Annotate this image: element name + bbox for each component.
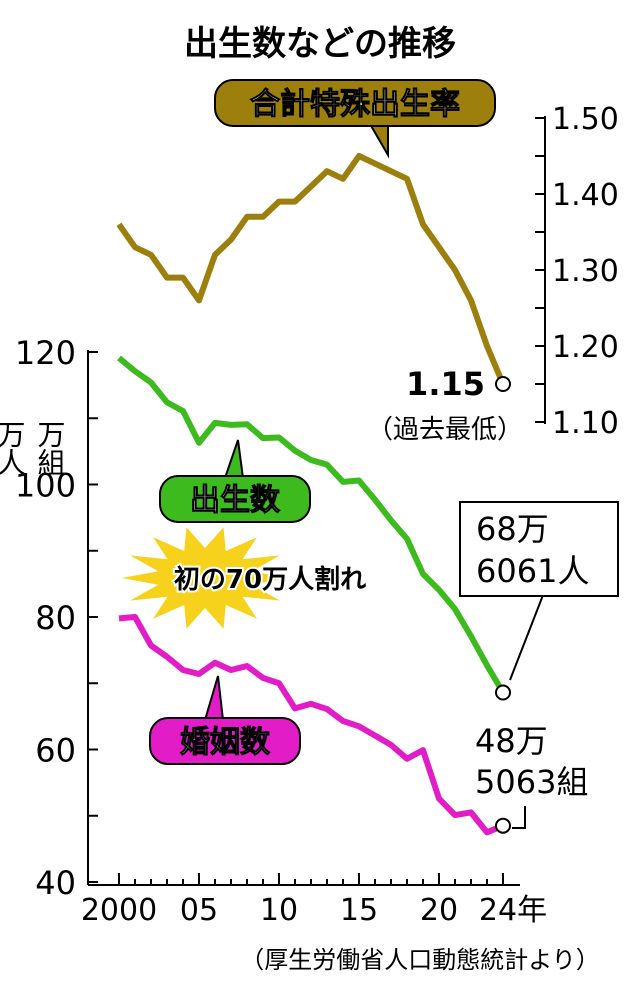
marriages-value-line2: 5063組 <box>475 763 588 801</box>
end-marker-0 <box>495 376 511 392</box>
burst-shape <box>121 527 289 629</box>
births-callout-pointer <box>509 589 547 681</box>
births-callout-box <box>459 501 619 597</box>
marriages-value-line1: 48万 <box>475 722 548 760</box>
marriages-label-pointer <box>204 675 224 721</box>
left-tick-label: 60 <box>35 732 76 770</box>
x-tick-label: 05 <box>180 893 218 928</box>
x-tick-label: 2000 <box>81 893 157 928</box>
end-marker-1 <box>495 684 511 701</box>
tfr-label-pointer <box>369 123 389 159</box>
right-tick-label: 1.20 <box>552 330 619 365</box>
left-tick-label: 80 <box>35 599 76 637</box>
burst-text: 初の70万人割れ <box>174 564 366 595</box>
marriages-label: 婚姻数 <box>180 725 271 760</box>
source-note: （厚生労働省人口動態統計より） <box>240 946 600 974</box>
series-line-0 <box>116 153 506 386</box>
series-line-1 <box>117 355 506 695</box>
x-tick-label: 24年 <box>479 893 547 928</box>
marriages-label-box <box>149 717 301 765</box>
tfr-note: （過去最低） <box>367 415 523 445</box>
chart-title: 出生数などの推移 <box>184 24 456 64</box>
tfr-label: 合計特殊出生率 <box>250 87 460 122</box>
births-label-box <box>159 475 311 523</box>
x-tick-label: 20 <box>420 893 458 928</box>
births-value-line2: 6061人 <box>476 552 589 590</box>
left-tick-label: 120 <box>15 334 76 372</box>
tfr-label-box <box>214 79 496 127</box>
end-marker-2 <box>495 817 511 834</box>
left-unit-people: 万人 <box>0 420 27 476</box>
births-label: 出生数 <box>190 483 281 518</box>
births-label-pointer <box>224 439 244 479</box>
right-tick-label: 1.40 <box>552 178 619 213</box>
marriages-callout-pointer <box>512 806 526 829</box>
births-value-line1: 68万 <box>476 510 549 548</box>
tfr-value: 1.15 <box>406 365 485 403</box>
x-tick-label: 15 <box>340 893 378 928</box>
right-tick-label: 1.10 <box>552 406 619 441</box>
x-tick-label: 10 <box>260 893 298 928</box>
left-tick-label: 100 <box>15 467 76 505</box>
left-unit-couples: 万組 <box>34 420 67 476</box>
right-tick-label: 1.30 <box>552 254 619 289</box>
right-tick-label: 1.50 <box>552 102 619 137</box>
series-line-2 <box>118 614 505 836</box>
left-tick-label: 40 <box>35 864 76 902</box>
